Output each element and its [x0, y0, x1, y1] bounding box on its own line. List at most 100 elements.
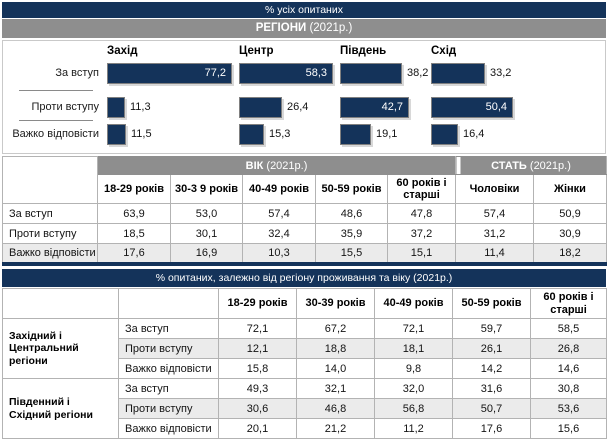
age-band: ВІК (2021р.) [97, 156, 456, 175]
bar-value: 38,2 [407, 67, 429, 79]
bar-value: 11,5 [131, 128, 152, 140]
value-cell: 15,5 [315, 243, 388, 264]
value-cell: 30,8 [530, 378, 607, 399]
value-cell: 30,1 [170, 223, 243, 244]
column-header: 60 років і старші [387, 174, 456, 204]
value-cell: 53,6 [530, 398, 607, 419]
column-header: Чоловіки [455, 174, 534, 204]
value-cell: 21,2 [296, 418, 375, 439]
value-cell: 59,7 [452, 318, 531, 339]
table-corner-cell [2, 156, 98, 204]
bar [107, 63, 232, 84]
row-label: За вступ [118, 318, 219, 339]
region-age-band-title: % опитаних, залежно від регіону проживан… [155, 272, 453, 284]
sex-band: СТАТЬ (2021р.) [455, 156, 607, 175]
value-cell: 12,1 [218, 338, 297, 359]
bar [239, 124, 264, 145]
region-group-label: Західний і Центральний регіони [2, 318, 119, 379]
column-header: 40-49 років [374, 288, 453, 319]
value-cell: 10,3 [242, 243, 316, 264]
bar [431, 63, 485, 84]
region-group-label: Південний і Східний регіони [2, 378, 119, 439]
value-cell: 50,9 [533, 203, 607, 224]
value-cell: 47,8 [387, 203, 456, 224]
value-cell: 63,9 [97, 203, 171, 224]
region-column-header: Південь [340, 45, 387, 57]
value-cell: 14,2 [452, 358, 531, 379]
top-title: % усіх опитаних [265, 4, 343, 16]
value-cell: 15,8 [218, 358, 297, 379]
value-cell: 30,9 [533, 223, 607, 244]
table-row: Важко відповісти 15,8 14,0 9,8 14,2 14,6 [3, 358, 607, 379]
row-label: Проти вступу [118, 398, 219, 419]
bar-value: 15,3 [269, 128, 291, 140]
value-cell: 18,1 [374, 338, 453, 359]
value-cell: 17,6 [97, 243, 171, 264]
value-cell: 53,0 [170, 203, 243, 224]
column-header: 30-3 9 років [170, 174, 243, 204]
value-cell: 16,9 [170, 243, 243, 264]
value-cell: 35,9 [315, 223, 388, 244]
row-divider [19, 120, 93, 121]
bar [340, 124, 371, 145]
value-cell: 58,5 [530, 318, 607, 339]
value-cell: 57,4 [242, 203, 316, 224]
value-cell: 17,6 [452, 418, 531, 439]
value-cell: 32,1 [296, 378, 375, 399]
regions-band-year: (2021р.) [306, 22, 353, 34]
table-row: Проти вступу 18,5 30,1 32,4 35,9 37,2 31,2 30,9 [2, 223, 607, 244]
value-cell: 56,8 [374, 398, 453, 419]
column-header: 50-59 років [315, 174, 388, 204]
sex-band-year: (2021р.) [526, 159, 571, 172]
column-header: 18-29 років [218, 288, 297, 319]
value-cell: 26,1 [452, 338, 531, 359]
row-label: За вступ [118, 378, 219, 399]
value-cell: 72,1 [374, 318, 453, 339]
value-cell: 46,8 [296, 398, 375, 419]
row-label: Проти вступу [118, 338, 219, 359]
table-row: Проти вступу 30,6 46,8 56,8 50,7 53,6 [3, 398, 607, 419]
row-label: Важко відповісти [118, 418, 219, 439]
bar-value: 50,4 [485, 101, 507, 113]
top-title-band: % усіх опитаних [2, 2, 606, 18]
value-cell: 20,1 [218, 418, 297, 439]
value-cell: 14,6 [530, 358, 607, 379]
value-cell: 18,5 [97, 223, 171, 244]
value-cell: 31,6 [452, 378, 531, 399]
value-cell: 14,0 [296, 358, 375, 379]
value-cell: 11,4 [455, 243, 534, 264]
table-band-row: ВІК (2021р.) СТАТЬ (2021р.) [2, 156, 607, 204]
bar-value: 26,4 [287, 101, 309, 113]
row-label: Важко відповісти [2, 243, 98, 264]
sex-band-title: СТАТЬ [491, 159, 527, 172]
row-label: За вступ [2, 203, 98, 224]
table-header-row: 18-29 років 30-3 9 років 40-49 років 50-59 … [3, 174, 607, 204]
column-header: 40-49 років [242, 174, 316, 204]
bar-value: 42,7 [381, 101, 403, 113]
table-row: Західний і Центральний регіони За вступ 72… [2, 318, 607, 379]
bar [107, 97, 125, 118]
value-cell: 50,7 [452, 398, 531, 419]
region-column-header: Захід [107, 45, 138, 57]
table-row: Південний і Східний регіони За вступ 49,3 3… [2, 378, 607, 439]
value-cell: 49,3 [218, 378, 297, 399]
value-cell: 67,2 [296, 318, 375, 339]
regions-band-title: РЕГІОНИ [255, 22, 307, 34]
row-label: Проти вступу [2, 223, 98, 244]
value-cell: 57,4 [455, 203, 534, 224]
value-cell: 72,1 [218, 318, 297, 339]
value-cell: 32,0 [374, 378, 453, 399]
table-corner-cell [2, 288, 119, 319]
age-sex-table: ВІК (2021р.) СТАТЬ (2021р.) 18-29 років 30-… [2, 156, 607, 266]
value-cell: 37,2 [387, 223, 456, 244]
value-cell: 48,6 [315, 203, 388, 224]
regions-bar-chart: Захід Центр Південь Схід За вступ 77,2 58,3 38,… [2, 40, 606, 154]
bar [340, 63, 402, 84]
value-cell: 31,2 [455, 223, 534, 244]
table-header-row: 18-29 років 30-39 років 40-49 років 50-59 р… [2, 288, 607, 319]
column-header: 30-39 років [296, 288, 375, 319]
age-band-title: ВІК [245, 159, 264, 172]
row-label: Важко відповісти [118, 358, 219, 379]
column-header: Жінки [533, 174, 607, 204]
bar [431, 124, 458, 145]
